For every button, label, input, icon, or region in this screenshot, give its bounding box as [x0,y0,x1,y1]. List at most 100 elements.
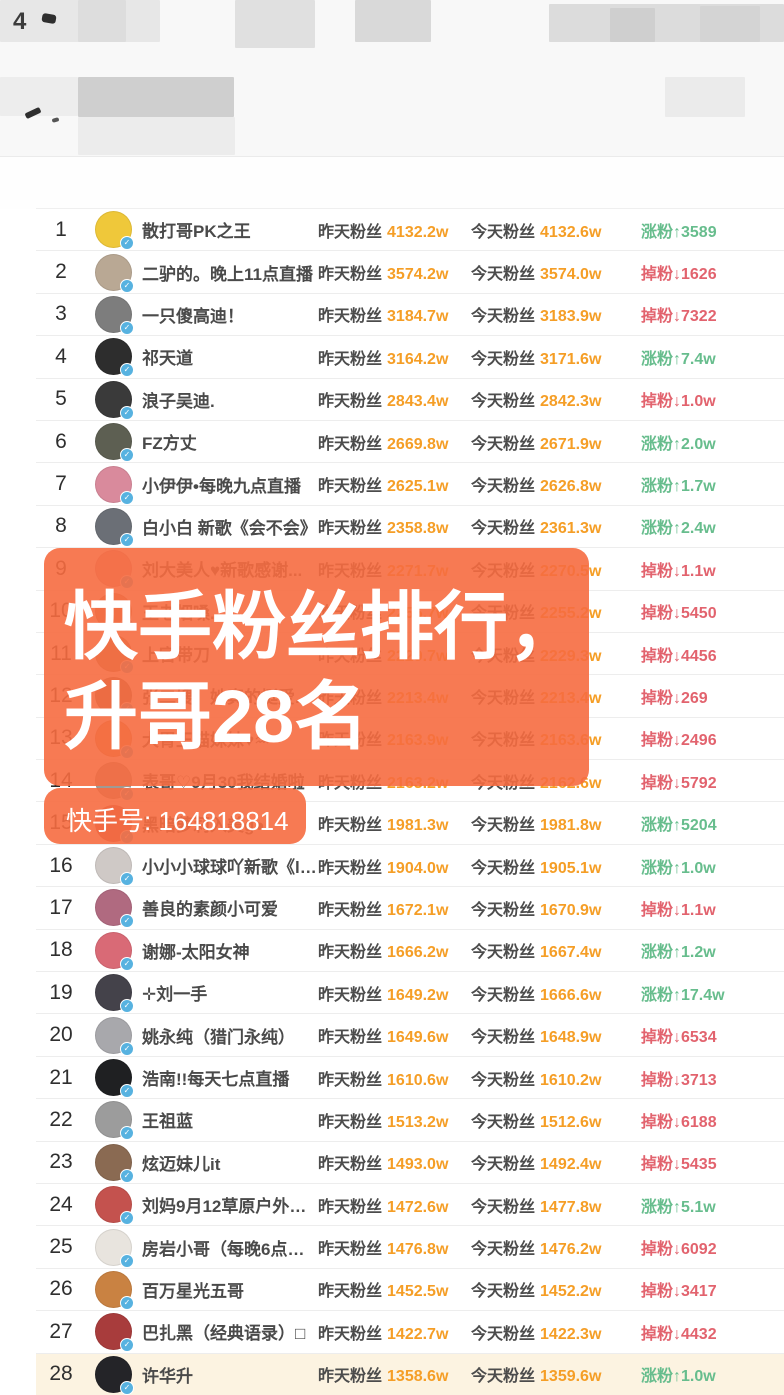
fan-change-badge: 掉粉↓5450 [641,605,717,623]
avatar[interactable]: ✓ [95,1143,134,1183]
today-fans-value: 1610.2w [540,1071,602,1089]
avatar[interactable]: ✓ [95,295,134,335]
avatar[interactable]: ✓ [95,211,134,251]
fan-change-badge: 掉粉↓269 [641,689,708,707]
today-fans-label: 今天粉丝 [471,223,536,241]
yesterday-fans-stat: 昨天粉丝 1513.2w [318,1108,471,1132]
yesterday-fans-stat: 昨天粉丝 2358.8w [318,514,471,538]
avatar[interactable]: ✓ [95,253,134,293]
yesterday-fans-value: 1493.0w [387,1156,449,1174]
ranking-row[interactable]: 21 ✓ 浩南!!每天七点直播 昨天粉丝 1610.6w 今天粉丝 1610.2… [36,1056,784,1100]
yesterday-fans-value: 1666.2w [387,944,449,962]
today-fans-value: 4132.6w [540,223,602,241]
avatar[interactable]: ✓ [95,1270,134,1310]
fan-change-badge: 掉粉↓5792 [641,774,717,792]
streamer-name: FZ方丈 [142,434,197,454]
fan-change-badge: 掉粉↓5435 [641,1156,717,1174]
today-fans-label: 今天粉丝 [471,986,536,1004]
yesterday-fans-stat: 昨天粉丝 3184.7w [318,302,471,326]
avatar[interactable]: ✓ [95,1059,134,1098]
today-fans-stat: 今天粉丝 1667.4w [471,938,641,962]
today-fans-label: 今天粉丝 [471,520,536,538]
ranking-row[interactable]: 3 ✓ 一只傻高迪！ 昨天粉丝 3184.7w 今天粉丝 3183.9w 掉粉↓… [36,293,784,337]
avatar[interactable]: ✓ [95,380,134,420]
verified-badge-icon: ✓ [120,1253,134,1268]
yesterday-fans-stat: 昨天粉丝 1672.1w [318,896,471,920]
ranking-row[interactable]: 18 ✓ 谢娜-太阳女神 昨天粉丝 1666.2w 今天粉丝 1667.4w 涨… [36,929,784,973]
yesterday-fans-value: 1513.2w [387,1113,449,1131]
avatar[interactable]: ✓ [95,889,134,929]
redacted-block [235,0,315,48]
today-fans-label: 今天粉丝 [471,1198,536,1216]
ranking-row[interactable]: 25 ✓ 房岩小哥（每晚6点直... 昨天粉丝 1476.8w 今天粉丝 147… [36,1226,784,1269]
redacted-block [78,0,126,42]
avatar[interactable]: ✓ [95,1228,134,1268]
ranking-row[interactable]: 2 ✓ 二驴的。晚上11点直播 昨天粉丝 3574.2w 今天粉丝 3574.0… [36,251,784,294]
rank-number: 16 [49,853,73,877]
yesterday-fans-label: 昨天粉丝 [318,393,383,411]
today-fans-value: 1648.9w [540,1029,602,1047]
ranking-row[interactable]: 17 ✓ 善良的素颜小可爱 昨天粉丝 1672.1w 今天粉丝 1670.9w … [36,887,784,930]
yesterday-fans-value: 1649.2w [387,986,449,1004]
yesterday-fans-value: 3164.2w [387,350,449,368]
today-fans-value: 1476.2w [540,1241,602,1259]
yesterday-fans-stat: 昨天粉丝 1904.0w [318,854,471,878]
today-fans-label: 今天粉丝 [471,1071,536,1089]
avatar[interactable]: ✓ [95,1101,134,1141]
avatar[interactable]: ✓ [95,974,134,1014]
today-fans-value: 1492.4w [540,1156,602,1174]
ranking-row[interactable]: 16 ✓ 小小小球球吖新歌《li... 昨天粉丝 1904.0w 今天粉丝 19… [36,844,784,888]
avatar[interactable]: ✓ [95,465,134,505]
yesterday-fans-value: 1610.6w [387,1071,449,1089]
today-fans-stat: 今天粉丝 1359.6w [471,1362,641,1386]
yesterday-fans-label: 昨天粉丝 [318,350,383,368]
avatar[interactable]: ✓ [95,1016,134,1056]
today-fans-stat: 今天粉丝 1666.6w [471,981,641,1005]
yesterday-fans-label: 昨天粉丝 [318,308,383,326]
today-fans-value: 1666.6w [540,986,602,1004]
ranking-row[interactable]: 5 ✓ 浪子吴迪. 昨天粉丝 2843.4w 今天粉丝 2842.3w 掉粉↓1… [36,378,784,421]
yesterday-fans-label: 昨天粉丝 [318,1198,383,1216]
avatar[interactable]: ✓ [95,1186,134,1226]
today-fans-label: 今天粉丝 [471,478,536,496]
verified-badge-icon: ✓ [120,405,134,420]
today-fans-value: 1981.8w [540,817,602,835]
streamer-name: 百万星光五哥 [142,1281,244,1301]
redacted-block [78,117,235,155]
ranking-row[interactable]: 8 ✓ 白小白 新歌《会不会》 昨天粉丝 2358.8w 今天粉丝 2361.3… [36,505,784,549]
yesterday-fans-value: 4132.2w [387,223,449,241]
fan-change-badge: 涨粉↑3589 [641,223,717,241]
ranking-row[interactable]: 27 ✓ 巴扎黑（经典语录）□ 昨天粉丝 1422.7w 今天粉丝 1422.3… [36,1311,784,1354]
today-fans-stat: 今天粉丝 1422.3w [471,1320,641,1344]
today-fans-label: 今天粉丝 [471,435,536,453]
ranking-row[interactable]: 22 ✓ 王祖蓝 昨天粉丝 1513.2w 今天粉丝 1512.6w 掉粉↓61… [36,1099,784,1142]
avatar[interactable]: ✓ [95,1355,134,1395]
ranking-row[interactable]: 24 ✓ 刘妈9月12草原户外开... 昨天粉丝 1472.6w 今天粉丝 14… [36,1183,784,1227]
ranking-row[interactable]: 26 ✓ 百万星光五哥 昨天粉丝 1452.5w 今天粉丝 1452.2w 掉粉… [36,1268,784,1312]
fan-change-badge: 掉粉↓1.0w [641,393,716,411]
ranking-row[interactable]: 28 ✓ 许华升 昨天粉丝 1358.6w 今天粉丝 1359.6w 涨粉↑1.… [36,1353,784,1395]
avatar[interactable]: ✓ [95,1313,134,1353]
avatar[interactable]: ✓ [95,931,134,971]
yesterday-fans-stat: 昨天粉丝 1472.6w [318,1193,471,1217]
ranking-row[interactable]: 23 ✓ 炫迈妹儿it 昨天粉丝 1493.0w 今天粉丝 1492.4w 掉粉… [36,1141,784,1184]
fan-change-badge: 掉粉↓4432 [641,1325,717,1343]
avatar[interactable]: ✓ [95,338,134,378]
streamer-name: 浩南!!每天七点直播 [142,1070,290,1089]
verified-badge-icon: ✓ [120,1041,134,1056]
avatar[interactable]: ✓ [95,507,134,547]
streamer-name: 小小小球球吖新歌《li... [142,858,318,878]
ranking-row[interactable]: 20 ✓ 姚永纯（猎门永纯） 昨天粉丝 1649.6w 今天粉丝 1648.9w… [36,1014,784,1057]
avatar[interactable]: ✓ [95,423,134,463]
redacted-block [78,77,234,117]
today-fans-value: 3183.9w [540,308,602,326]
avatar[interactable]: ✓ [95,847,134,887]
ranking-row[interactable]: 1 ✓ 散打哥PK之王 昨天粉丝 4132.2w 今天粉丝 4132.6w 涨粉… [36,209,784,252]
ranking-row[interactable]: 4 ✓ 祁天道 昨天粉丝 3164.2w 今天粉丝 3171.6w 涨粉↑7.4… [36,336,784,379]
ranking-row[interactable]: 6 ✓ FZ方丈 昨天粉丝 2669.8w 今天粉丝 2671.9w 涨粉↑2.… [36,420,784,464]
ranking-row[interactable]: 7 ✓ 小伊伊•每晚九点直播 昨天粉丝 2625.1w 今天粉丝 2626.8w… [36,463,784,506]
ranking-row[interactable]: 19 ✓ ✛刘一手 昨天粉丝 1649.2w 今天粉丝 1666.6w 涨粉↑1… [36,972,784,1015]
fan-change-badge: 掉粉↓3417 [641,1283,717,1301]
verified-badge-icon: ✓ [120,278,134,293]
